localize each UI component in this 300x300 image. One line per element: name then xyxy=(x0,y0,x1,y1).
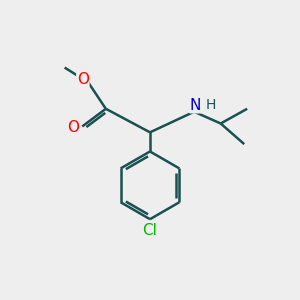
Text: O: O xyxy=(68,120,80,135)
Text: H: H xyxy=(205,98,215,112)
Text: O: O xyxy=(77,72,89,87)
Text: N: N xyxy=(190,98,201,113)
Text: Cl: Cl xyxy=(142,223,158,238)
